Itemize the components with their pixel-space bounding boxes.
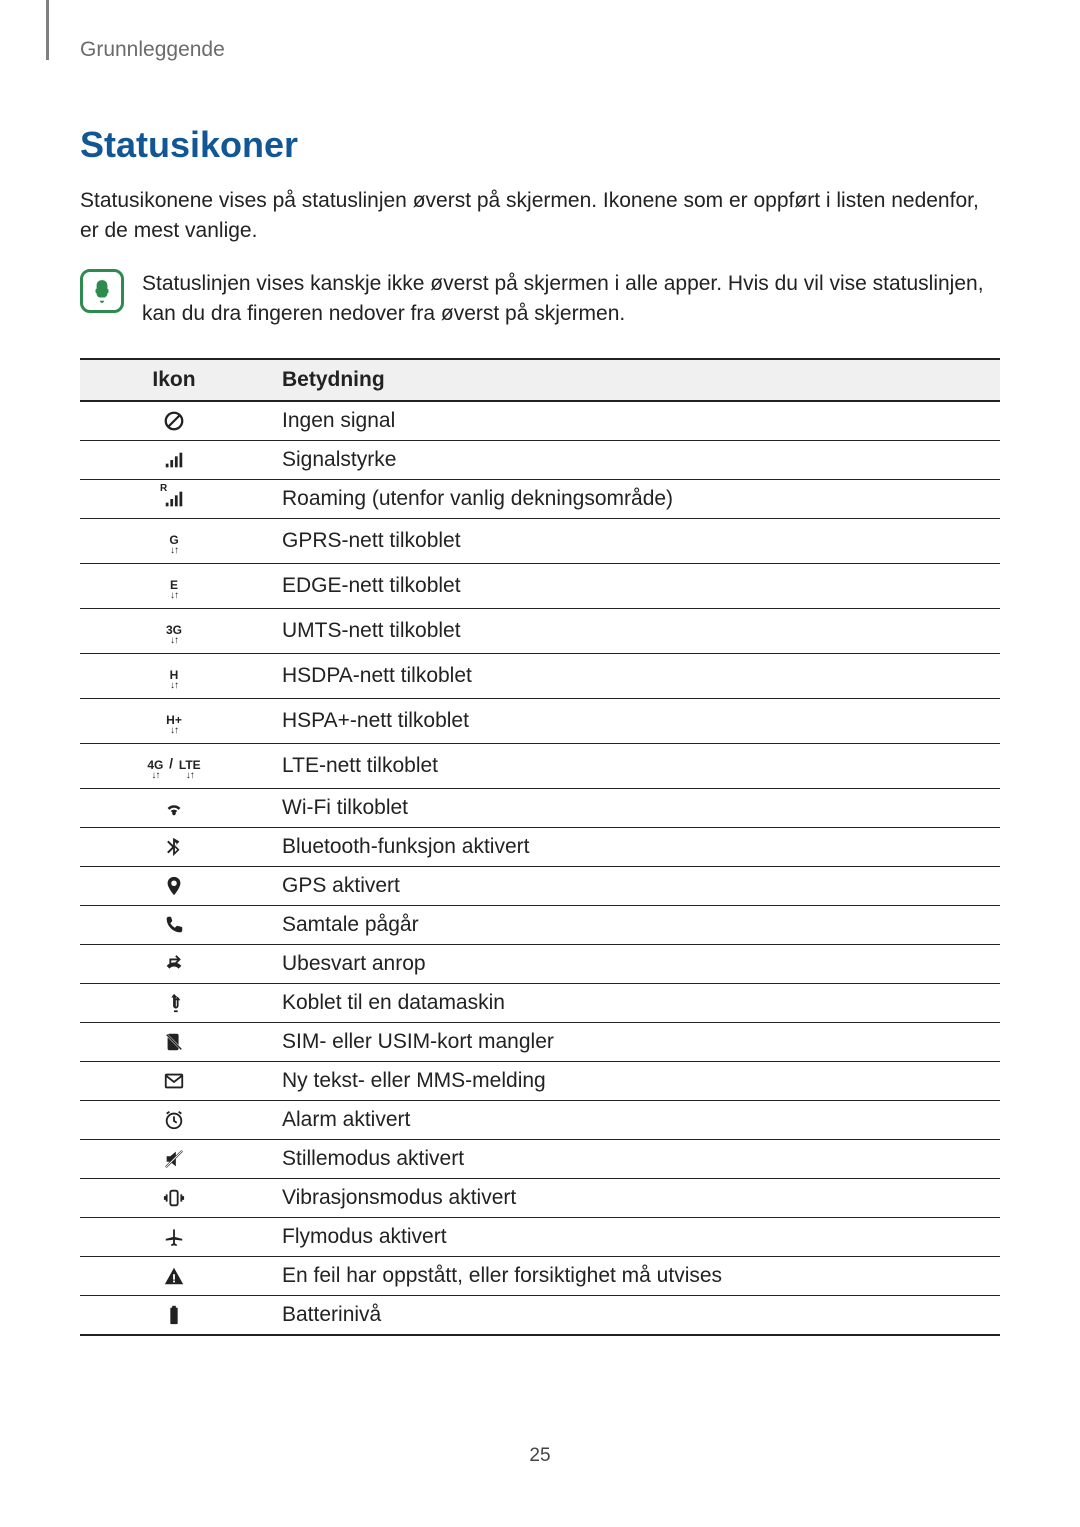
umts-icon: 3G↓↑ [80, 608, 268, 653]
icon-meaning: Stillemodus aktivert [268, 1139, 1000, 1178]
status-icon-table: Ikon Betydning Ingen signalSignalstyrkeR… [80, 358, 1000, 1336]
missed-call-icon [80, 944, 268, 983]
icon-meaning: Batterinivå [268, 1295, 1000, 1335]
edge-icon: E↓↑ [80, 563, 268, 608]
signal-icon [80, 440, 268, 479]
intro-paragraph: Statusikonene vises på statuslinjen øver… [80, 186, 1000, 247]
no-signal-icon [80, 401, 268, 441]
table-row: E↓↑EDGE-nett tilkoblet [80, 563, 1000, 608]
icon-meaning: Ubesvart anrop [268, 944, 1000, 983]
table-row: Flymodus aktivert [80, 1217, 1000, 1256]
wifi-icon [80, 788, 268, 827]
icon-meaning: Signalstyrke [268, 440, 1000, 479]
icon-meaning: Bluetooth-funksjon aktivert [268, 827, 1000, 866]
usb-icon [80, 983, 268, 1022]
mute-icon [80, 1139, 268, 1178]
icon-meaning: GPRS-nett tilkoblet [268, 518, 1000, 563]
note-text: Statuslinjen vises kanskje ikke øverst p… [142, 269, 1000, 330]
table-row: Ny tekst- eller MMS-melding [80, 1061, 1000, 1100]
hspa-icon: H+↓↑ [80, 698, 268, 743]
icon-meaning: Samtale pågår [268, 905, 1000, 944]
icon-meaning: Alarm aktivert [268, 1100, 1000, 1139]
table-row: Ingen signal [80, 401, 1000, 441]
warning-icon [80, 1256, 268, 1295]
gprs-icon: G↓↑ [80, 518, 268, 563]
icon-meaning: LTE-nett tilkoblet [268, 743, 1000, 788]
roaming-icon: R [80, 479, 268, 518]
table-row: Alarm aktivert [80, 1100, 1000, 1139]
table-row: Samtale pågår [80, 905, 1000, 944]
icon-meaning: Vibrasjonsmodus aktivert [268, 1178, 1000, 1217]
table-row: Batterinivå [80, 1295, 1000, 1335]
table-row: SIM- eller USIM-kort mangler [80, 1022, 1000, 1061]
icon-meaning: Roaming (utenfor vanlig dekningsområde) [268, 479, 1000, 518]
table-row: G↓↑GPRS-nett tilkoblet [80, 518, 1000, 563]
page: Grunnleggende Statusikoner Statusikonene… [0, 0, 1080, 1527]
battery-icon [80, 1295, 268, 1335]
icon-meaning: Ny tekst- eller MMS-melding [268, 1061, 1000, 1100]
page-number: 25 [0, 1445, 1080, 1467]
table-row: 3G↓↑UMTS-nett tilkoblet [80, 608, 1000, 653]
page-heading: Statusikoner [80, 124, 1000, 166]
call-icon [80, 905, 268, 944]
airplane-icon [80, 1217, 268, 1256]
table-row: En feil har oppstått, eller forsiktighet… [80, 1256, 1000, 1295]
margin-rule [46, 0, 49, 60]
col-header-meaning: Betydning [268, 359, 1000, 401]
table-row: Bluetooth-funksjon aktivert [80, 827, 1000, 866]
table-row: RRoaming (utenfor vanlig dekningsområde) [80, 479, 1000, 518]
gps-icon [80, 866, 268, 905]
message-icon [80, 1061, 268, 1100]
note-icon [80, 269, 124, 313]
col-header-icon: Ikon [80, 359, 268, 401]
icon-meaning: SIM- eller USIM-kort mangler [268, 1022, 1000, 1061]
table-row: GPS aktivert [80, 866, 1000, 905]
table-row: Vibrasjonsmodus aktivert [80, 1178, 1000, 1217]
icon-meaning: Ingen signal [268, 401, 1000, 441]
table-row: Stillemodus aktivert [80, 1139, 1000, 1178]
table-row: Ubesvart anrop [80, 944, 1000, 983]
lte-icon: 4G↓↑ / LTE↓↑ [80, 743, 268, 788]
hsdpa-icon: H↓↑ [80, 653, 268, 698]
icon-meaning: GPS aktivert [268, 866, 1000, 905]
note-box: Statuslinjen vises kanskje ikke øverst p… [80, 269, 1000, 330]
icon-meaning: Flymodus aktivert [268, 1217, 1000, 1256]
icon-meaning: EDGE-nett tilkoblet [268, 563, 1000, 608]
breadcrumb: Grunnleggende [80, 38, 1000, 62]
table-header-row: Ikon Betydning [80, 359, 1000, 401]
icon-meaning: Koblet til en datamaskin [268, 983, 1000, 1022]
table-row: Signalstyrke [80, 440, 1000, 479]
table-row: Koblet til en datamaskin [80, 983, 1000, 1022]
table-row: 4G↓↑ / LTE↓↑LTE-nett tilkoblet [80, 743, 1000, 788]
table-row: H+↓↑HSPA+-nett tilkoblet [80, 698, 1000, 743]
table-row: H↓↑HSDPA-nett tilkoblet [80, 653, 1000, 698]
icon-meaning: En feil har oppstått, eller forsiktighet… [268, 1256, 1000, 1295]
icon-meaning: UMTS-nett tilkoblet [268, 608, 1000, 653]
vibrate-icon [80, 1178, 268, 1217]
alarm-icon [80, 1100, 268, 1139]
icon-meaning: HSDPA-nett tilkoblet [268, 653, 1000, 698]
icon-meaning: Wi-Fi tilkoblet [268, 788, 1000, 827]
bluetooth-icon [80, 827, 268, 866]
icon-meaning: HSPA+-nett tilkoblet [268, 698, 1000, 743]
table-row: Wi-Fi tilkoblet [80, 788, 1000, 827]
no-sim-icon [80, 1022, 268, 1061]
